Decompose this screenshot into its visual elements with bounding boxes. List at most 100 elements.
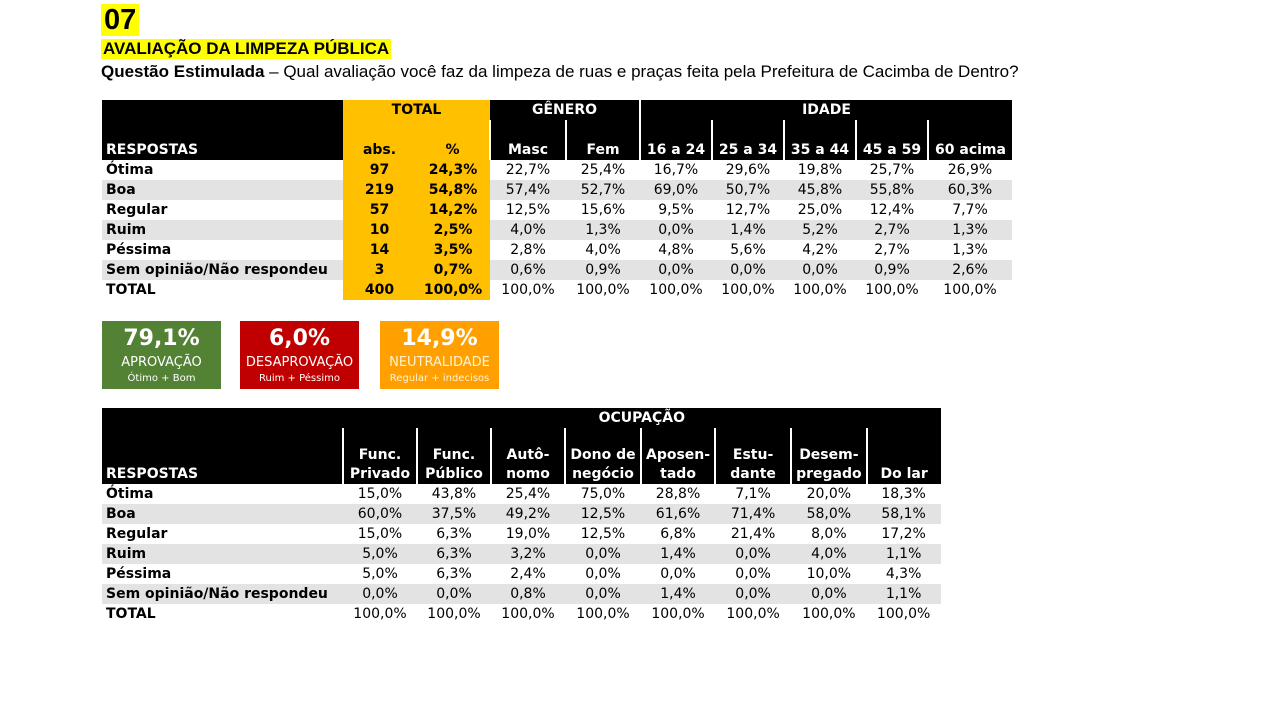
occupation-column-header: Desem-pregado bbox=[790, 428, 867, 484]
header-line-2: Do lar bbox=[880, 466, 928, 482]
table-row: Regular 57 14,2% 12,5% 15,6% 9,5% 12,7% 25,0% 12… bbox=[102, 200, 1012, 220]
table-cell: 4,0% bbox=[566, 240, 640, 260]
group-genero: GÊNERO bbox=[490, 100, 640, 120]
table-cell: 7,1% bbox=[715, 484, 792, 504]
col-fem: Fem bbox=[565, 120, 640, 160]
table-cell: 14,2% bbox=[416, 200, 490, 220]
table-cell: 28,8% bbox=[641, 484, 716, 504]
results-by-occupation-table: OCUPAÇÃO RESPOSTAS Func. Privado Func. Públ… bbox=[102, 408, 941, 624]
question-line: Questão Estimulada – Qual avaliação você… bbox=[101, 61, 1019, 83]
row-label: Regular bbox=[102, 524, 343, 544]
header-blank bbox=[102, 408, 343, 428]
table-cell: 0,0% bbox=[712, 260, 784, 280]
table-cell: 2,5% bbox=[416, 220, 490, 240]
group-total: TOTAL bbox=[343, 100, 490, 120]
table-cell: 5,6% bbox=[712, 240, 784, 260]
respostas-header: RESPOSTAS bbox=[102, 428, 343, 484]
table-row: Ruim 10 2,5% 4,0% 1,3% 0,0% 1,4% 5,2% 2,7% 1,3% bbox=[102, 220, 1012, 240]
table-cell: 0,7% bbox=[416, 260, 490, 280]
table-row: Regular 15,0% 6,3% 19,0% 12,5% 6,8% 21,4% 8,0% 1… bbox=[102, 524, 941, 544]
table-row: Péssima 5,0% 6,3% 2,4% 0,0% 0,0% 0,0% 10,0% 4,3% bbox=[102, 564, 941, 584]
table-row: Ruim 5,0% 6,3% 3,2% 0,0% 1,4% 0,0% 4,0% 1,1% bbox=[102, 544, 941, 564]
table-cell: 100,0% bbox=[784, 280, 856, 300]
table-cell: 75,0% bbox=[565, 484, 641, 504]
table-cell: 24,3% bbox=[416, 160, 490, 180]
table-cell: 6,3% bbox=[417, 544, 491, 564]
header-line-2: dante bbox=[730, 466, 776, 482]
row-label: Ruim bbox=[102, 220, 343, 240]
table-row: Ótima 15,0% 43,8% 25,4% 75,0% 28,8% 7,1% 20,0% 1… bbox=[102, 484, 941, 504]
question-text: – Qual avaliação você faz da limpeza de … bbox=[264, 62, 1019, 81]
header-line-1: Aposen- bbox=[646, 447, 711, 463]
header-line-2: nomo bbox=[506, 466, 550, 482]
table-cell: 9,5% bbox=[640, 200, 712, 220]
page-title: AVALIAÇÃO DA LIMPEZA PÚBLICA bbox=[101, 39, 392, 59]
table-cell: 0,0% bbox=[640, 220, 712, 240]
table-cell: 100,0% bbox=[928, 280, 1012, 300]
table-row: Boa 60,0% 37,5% 49,2% 12,5% 61,6% 71,4% 58,0% 58… bbox=[102, 504, 941, 524]
table-cell: 14 bbox=[343, 240, 416, 260]
table-cell: 57,4% bbox=[490, 180, 566, 200]
table-cell: 100,0% bbox=[715, 604, 792, 624]
row-label: Ótima bbox=[102, 160, 343, 180]
table-cell: 3,5% bbox=[416, 240, 490, 260]
table-cell: 26,9% bbox=[928, 160, 1012, 180]
table-cell: 37,5% bbox=[417, 504, 491, 524]
table-cell: 69,0% bbox=[640, 180, 712, 200]
table-cell: 100,0% bbox=[565, 604, 641, 624]
table-cell: 400 bbox=[343, 280, 416, 300]
group-ocupacao: OCUPAÇÃO bbox=[343, 408, 941, 428]
table-row: Péssima 14 3,5% 2,8% 4,0% 4,8% 5,6% 4,2% 2,7% 1,3… bbox=[102, 240, 1012, 260]
table-cell: 0,0% bbox=[343, 584, 417, 604]
neutrality-label: NEUTRALIDADE bbox=[389, 355, 490, 370]
row-label: TOTAL bbox=[102, 604, 343, 624]
table-cell: 1,4% bbox=[712, 220, 784, 240]
neutrality-box: 14,9% NEUTRALIDADE Regular + indecisos bbox=[380, 321, 499, 389]
table-cell: 12,5% bbox=[565, 504, 641, 524]
table-cell: 0,0% bbox=[715, 544, 792, 564]
table-cell: 29,6% bbox=[712, 160, 784, 180]
table-cell: 100,0% bbox=[712, 280, 784, 300]
table-cell: 2,7% bbox=[856, 220, 928, 240]
table-cell: 100,0% bbox=[866, 604, 941, 624]
table-cell: 6,3% bbox=[417, 524, 491, 544]
table-cell: 100,0% bbox=[791, 604, 867, 624]
table-cell: 4,8% bbox=[640, 240, 712, 260]
occupation-column-header: Func. Público bbox=[416, 428, 491, 484]
table-cell: 0,0% bbox=[641, 564, 716, 584]
table-cell: 71,4% bbox=[715, 504, 792, 524]
table-cell: 0,6% bbox=[490, 260, 566, 280]
table-cell: 100,0% bbox=[640, 280, 712, 300]
table-cell: 43,8% bbox=[417, 484, 491, 504]
col-45-59: 45 a 59 bbox=[855, 120, 928, 160]
table-cell: 25,4% bbox=[491, 484, 565, 504]
table-cell: 19,8% bbox=[784, 160, 856, 180]
row-label: Boa bbox=[102, 504, 343, 524]
table-cell: 100,0% bbox=[641, 604, 716, 624]
table-cell: 219 bbox=[343, 180, 416, 200]
occupation-column-header: Estu-dante bbox=[714, 428, 792, 484]
table-cell: 8,0% bbox=[791, 524, 867, 544]
table-cell: 17,2% bbox=[866, 524, 941, 544]
table-cell: 100,0% bbox=[566, 280, 640, 300]
table-cell: 4,3% bbox=[866, 564, 941, 584]
disapproval-value: 6,0% bbox=[268, 326, 330, 351]
table-cell: 25,0% bbox=[784, 200, 856, 220]
table-cell: 55,8% bbox=[856, 180, 928, 200]
occupation-column-header: Dono de negócio bbox=[564, 428, 641, 484]
table-row: Sem opinião/Não respondeu 0,0% 0,0% 0,8% 0,0… bbox=[102, 584, 941, 604]
table-cell: 57 bbox=[343, 200, 416, 220]
header-line-1: Func. bbox=[358, 447, 402, 463]
table-cell: 10 bbox=[343, 220, 416, 240]
occupation-column-header: Autô-nomo bbox=[490, 428, 565, 484]
table-cell: 6,3% bbox=[417, 564, 491, 584]
table-cell: 49,2% bbox=[491, 504, 565, 524]
occupation-column-header: Do lar bbox=[865, 428, 941, 484]
table-cell: 4,2% bbox=[784, 240, 856, 260]
table-cell: 10,0% bbox=[791, 564, 867, 584]
occupation-column-header: Aposen-tado bbox=[639, 428, 716, 484]
table-cell: 60,0% bbox=[343, 504, 417, 524]
table-cell: 100,0% bbox=[417, 604, 491, 624]
table-cell: 12,4% bbox=[856, 200, 928, 220]
neutrality-detail: Regular + indecisos bbox=[389, 373, 490, 384]
